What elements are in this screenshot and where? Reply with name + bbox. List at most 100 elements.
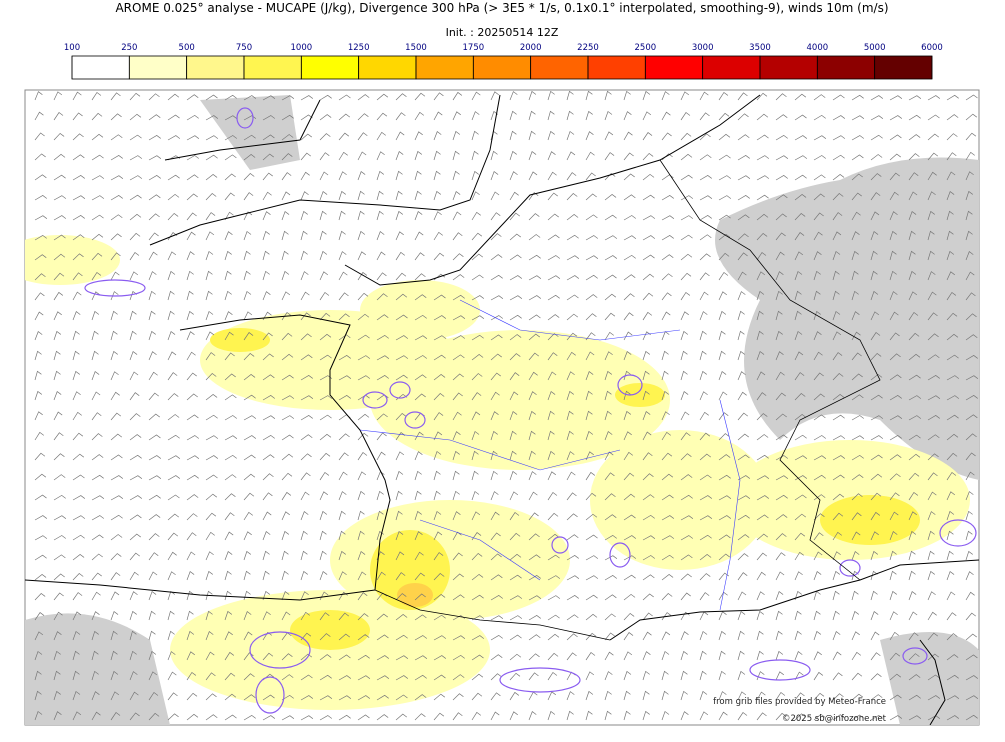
- wind-barb: [889, 230, 897, 241]
- wind-barb: [395, 112, 406, 121]
- wind-barb: [680, 311, 689, 321]
- wind-barb: [205, 154, 218, 161]
- wind-barb: [376, 451, 386, 461]
- wind-barb: [53, 174, 66, 181]
- wind-barb: [262, 230, 270, 241]
- wind-barb: [908, 591, 917, 601]
- wind-barb: [870, 154, 883, 161]
- wind-barb: [528, 450, 536, 461]
- wind-barb: [566, 151, 576, 161]
- wind-barb: [718, 495, 732, 501]
- wind-barb: [338, 395, 351, 401]
- wind-barb: [319, 190, 328, 201]
- wind-barb: [471, 91, 481, 101]
- wind-barb: [357, 355, 371, 361]
- wind-barb: [338, 171, 347, 181]
- wind-barb: [91, 91, 102, 101]
- wind-barb: [775, 232, 786, 241]
- wind-barb: [338, 471, 348, 481]
- wind-barb: [224, 512, 235, 521]
- wind-barb: [851, 231, 860, 241]
- wind-barb: [357, 210, 365, 221]
- wind-barb: [547, 213, 559, 221]
- wind-barb: [129, 92, 141, 101]
- wind-barb: [851, 331, 861, 341]
- wind-barb: [889, 694, 902, 701]
- wind-barb: [889, 134, 902, 141]
- wind-barb: [110, 330, 118, 341]
- wind-barb: [623, 312, 634, 321]
- wind-barb: [414, 273, 426, 281]
- wind-barb: [927, 695, 941, 701]
- subtitle: Init. : 20250514 12Z: [446, 26, 559, 39]
- wind-barb: [490, 654, 503, 661]
- wind-barb: [205, 250, 214, 261]
- wind-barb: [775, 251, 785, 261]
- wind-barb: [509, 212, 521, 221]
- wind-barb: [338, 491, 347, 501]
- wind-barb: [718, 195, 732, 201]
- wind-barb: [281, 453, 294, 461]
- wind-barb: [72, 611, 82, 621]
- wind-barb: [946, 114, 959, 121]
- wind-barb: [737, 233, 749, 241]
- wind-barb: [585, 671, 595, 681]
- wind-barb: [148, 533, 160, 541]
- wind-barb: [338, 210, 346, 221]
- wind-barb: [737, 433, 749, 441]
- wind-barb: [927, 114, 940, 121]
- wind-barb: [718, 630, 726, 641]
- wind-barb: [395, 470, 404, 481]
- wind-barb: [110, 214, 123, 221]
- colorbar-segment: [530, 55, 589, 80]
- wind-barb: [794, 434, 807, 441]
- wind-barb: [91, 630, 99, 641]
- wind-barb: [167, 532, 179, 541]
- wind-barb: [813, 193, 825, 201]
- wind-barb: [699, 391, 708, 401]
- wind-barb: [110, 271, 120, 281]
- wind-barb: [262, 473, 274, 481]
- wind-barb: [53, 330, 62, 341]
- wind-barb: [300, 395, 314, 401]
- wind-barb: [34, 331, 43, 341]
- wind-barb: [34, 153, 46, 161]
- wind-barb: [623, 370, 631, 381]
- wind-barb: [167, 310, 175, 321]
- wind-barb: [53, 272, 65, 281]
- wind-barb: [72, 350, 80, 361]
- wind-barb: [547, 371, 557, 381]
- wind-barb: [908, 611, 918, 621]
- wind-barb: [661, 311, 671, 321]
- wind-barb: [281, 611, 291, 621]
- credit: ©2025 sb@infozone.net: [782, 714, 887, 724]
- wind-barb: [205, 193, 217, 201]
- wind-barb: [490, 295, 504, 301]
- wind-barb: [566, 332, 578, 341]
- wind-barb: [376, 93, 389, 101]
- wind-barb: [756, 310, 764, 321]
- wind-barb: [585, 632, 597, 641]
- wind-barb: [528, 512, 539, 521]
- wind-barb: [661, 452, 673, 461]
- wind-barb: [813, 435, 827, 441]
- wind-barb: [262, 395, 275, 401]
- wind-barb: [243, 95, 257, 101]
- wind-barb: [547, 192, 558, 201]
- wind-barb: [433, 655, 447, 661]
- wind-barb: [376, 655, 390, 661]
- wind-barb: [167, 692, 178, 701]
- wind-barb: [262, 95, 276, 101]
- wind-barb: [642, 535, 656, 541]
- wind-barb: [813, 455, 827, 461]
- wind-barb: [585, 575, 599, 581]
- wind-barb: [395, 551, 405, 561]
- wind-barb: [281, 550, 289, 561]
- wind-barb: [889, 673, 902, 681]
- wind-barb: [623, 173, 635, 181]
- wind-barb: [889, 590, 898, 601]
- wind-barb: [357, 151, 367, 161]
- wind-barb: [908, 332, 920, 341]
- wind-barb: [699, 515, 713, 521]
- wind-barb: [737, 534, 750, 541]
